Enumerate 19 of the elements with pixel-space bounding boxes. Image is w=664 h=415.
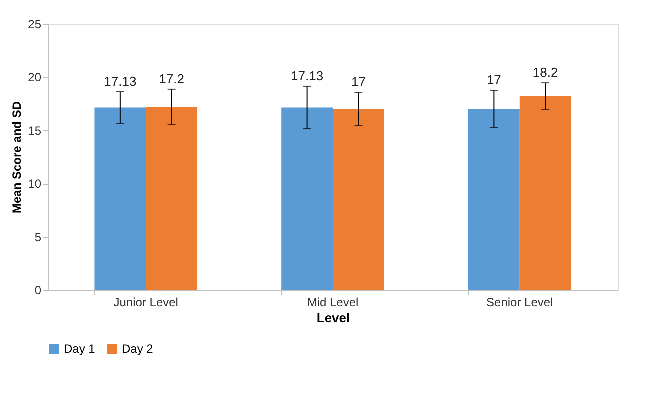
data-label: 17.13 [291, 68, 324, 84]
data-label: 17.2 [159, 71, 184, 86]
legend-label: Day 2 [122, 342, 154, 356]
data-label: 17.13 [104, 74, 137, 89]
x-tick-label: Senior Level [486, 296, 554, 310]
y-tick-label: 20 [28, 70, 42, 85]
data-label: 18.2 [532, 65, 558, 80]
y-tick-label: 5 [34, 230, 42, 244]
y-tick-label: 25 [28, 18, 42, 32]
y-tick-label: 15 [28, 124, 42, 138]
data-label: 17 [486, 72, 502, 88]
x-axis-title: Level [316, 310, 350, 326]
x-tick-label: Junior Level [114, 296, 178, 310]
legend-label: Day 1 [64, 342, 96, 356]
x-tick-label: Mid Level [307, 296, 359, 310]
y-tick-label: 0 [34, 284, 42, 298]
y-tick-label: 10 [28, 177, 42, 192]
data-label: 17 [351, 74, 366, 90]
y-axis-title: Mean Score and SD [10, 101, 24, 214]
